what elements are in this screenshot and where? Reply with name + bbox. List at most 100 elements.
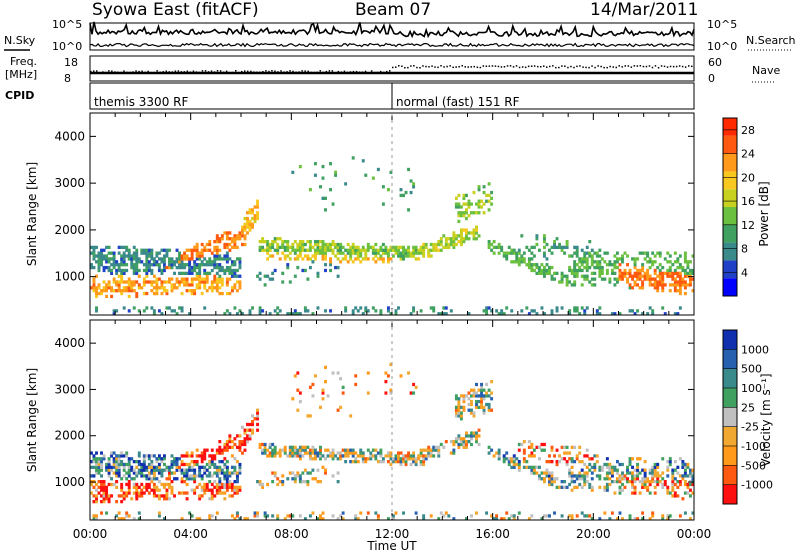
data-cell xyxy=(371,245,375,250)
data-cell xyxy=(452,245,456,250)
data-cell xyxy=(656,465,660,469)
data-cell xyxy=(638,480,642,484)
data-cell xyxy=(351,260,355,264)
data-cell xyxy=(482,405,486,409)
data-cell xyxy=(678,265,682,270)
data-cell xyxy=(152,471,156,475)
data-cell xyxy=(195,274,199,278)
data-cell xyxy=(339,251,343,255)
data-cell xyxy=(306,277,310,281)
data-cell xyxy=(409,254,413,258)
data-cell xyxy=(105,283,109,287)
nave-dot xyxy=(443,66,445,68)
nave-dot xyxy=(156,70,158,72)
data-cell xyxy=(115,485,119,489)
data-cell xyxy=(671,488,675,492)
data-cell xyxy=(621,488,624,492)
data-cell xyxy=(661,482,665,487)
data-cell xyxy=(165,306,169,310)
data-cell xyxy=(658,268,662,273)
nave-dot xyxy=(494,65,497,67)
data-cell xyxy=(150,454,154,458)
data-cell xyxy=(618,263,622,267)
data-cell xyxy=(195,245,199,250)
data-cell xyxy=(308,448,312,452)
data-cell xyxy=(271,242,275,247)
data-cell xyxy=(130,283,134,287)
data-cell xyxy=(648,517,652,521)
data-cell xyxy=(691,468,695,472)
data-cell xyxy=(235,234,239,238)
data-cell xyxy=(454,196,458,200)
data-cell xyxy=(200,477,204,481)
data-cell xyxy=(671,480,675,484)
data-cell xyxy=(636,477,640,481)
data-cell xyxy=(656,482,660,487)
data-cell xyxy=(324,257,327,261)
data-cell xyxy=(230,514,234,518)
data-cell xyxy=(178,468,181,472)
data-cell xyxy=(213,286,217,290)
data-cell xyxy=(140,286,144,290)
data-cell xyxy=(399,462,403,467)
data-cell xyxy=(593,283,597,287)
data-cell xyxy=(105,257,109,261)
nave-dot xyxy=(612,66,614,68)
data-cell xyxy=(356,245,360,250)
data-cell xyxy=(319,514,322,518)
data-cell xyxy=(220,482,224,487)
data-cell xyxy=(102,289,106,293)
data-cell xyxy=(691,277,695,281)
data-cell xyxy=(150,462,154,467)
data-cell xyxy=(298,480,302,484)
data-cell xyxy=(573,271,577,275)
data-cell xyxy=(459,234,463,238)
data-cell xyxy=(102,280,106,284)
data-cell xyxy=(145,248,149,252)
data-cell xyxy=(170,454,174,458)
data-cell xyxy=(590,457,594,461)
data-cell xyxy=(301,239,305,244)
data-cell xyxy=(560,280,564,284)
data-cell xyxy=(157,277,161,281)
data-cell xyxy=(683,280,687,284)
data-cell xyxy=(603,277,607,281)
data-cell xyxy=(575,514,579,518)
data-cell xyxy=(102,488,106,492)
data-cell xyxy=(386,454,390,458)
data-cell xyxy=(97,265,101,270)
data-cell xyxy=(575,485,579,489)
data-cell xyxy=(157,286,161,290)
data-cell xyxy=(550,277,554,281)
data-cell xyxy=(490,202,494,206)
data-cell xyxy=(246,225,249,229)
data-cell xyxy=(477,428,481,432)
data-cell xyxy=(545,514,549,518)
data-cell xyxy=(248,211,252,215)
data-cell xyxy=(97,480,101,484)
data-cell xyxy=(225,265,229,270)
data-cell xyxy=(165,465,169,469)
xtick-label: 20:00 xyxy=(576,527,611,541)
data-cell xyxy=(656,477,660,481)
data-cell xyxy=(228,480,232,484)
data-cell xyxy=(210,482,214,487)
data-cell xyxy=(286,265,290,270)
data-cell xyxy=(613,254,617,258)
data-cell xyxy=(475,237,478,241)
data-cell xyxy=(90,482,93,487)
data-cell xyxy=(678,254,682,258)
data-cell xyxy=(487,193,491,198)
data-cell xyxy=(470,394,473,398)
data-cell xyxy=(537,477,541,481)
data-cell xyxy=(361,312,365,316)
data-cell xyxy=(251,428,254,432)
data-cell xyxy=(661,271,665,275)
data-cell xyxy=(198,257,202,261)
data-cell xyxy=(598,268,602,273)
data-cell xyxy=(379,460,383,464)
data-cell xyxy=(115,471,119,475)
data-cell xyxy=(142,283,146,287)
data-cell xyxy=(532,454,536,458)
beam-label: Beam 07 xyxy=(355,0,432,20)
